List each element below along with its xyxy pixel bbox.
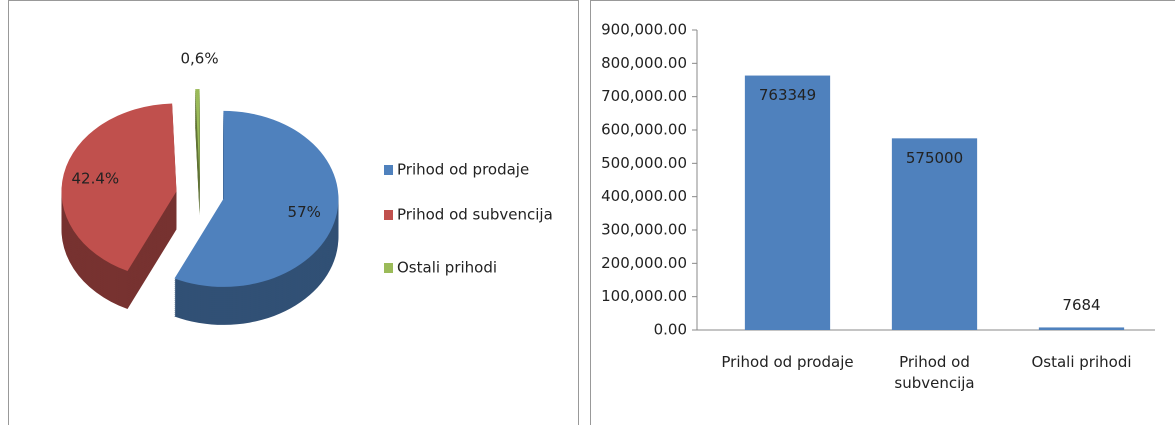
y-tick-label: 500,000.00: [601, 154, 687, 172]
legend-label: Prihod od prodaje: [397, 161, 529, 179]
pie-slice: [61, 103, 177, 272]
y-tick-label: 200,000.00: [601, 254, 687, 272]
y-tick-label: 700,000.00: [601, 87, 687, 105]
legend-swatch: [384, 210, 393, 220]
pie-slice: [195, 89, 200, 178]
x-tick-label: Ostali prihodi: [1031, 353, 1132, 371]
legend-label: Prihod od subvencija: [397, 206, 553, 224]
y-tick-label: 400,000.00: [601, 187, 687, 205]
y-tick-label: 100,000.00: [601, 287, 687, 305]
y-tick-label: 800,000.00: [601, 54, 687, 72]
y-tick-label: 600,000.00: [601, 121, 687, 139]
data-label: 0,6%: [180, 50, 218, 68]
bar: [891, 138, 978, 330]
legend-label: Ostali prihodi: [397, 259, 497, 277]
data-label: 7684: [1062, 296, 1100, 314]
x-tick-label: Prihod od prodaje: [721, 353, 854, 371]
pie-frame: [8, 0, 579, 425]
bar: [1038, 327, 1125, 330]
bar: [744, 75, 831, 331]
y-tick-label: 0.00: [654, 321, 687, 339]
data-label: 42.4%: [72, 169, 120, 187]
data-label: 575000: [906, 149, 963, 167]
legend-swatch: [384, 263, 393, 273]
pie-slice: [174, 110, 339, 287]
data-label: 763349: [759, 86, 816, 104]
bar-frame: [590, 0, 1175, 425]
legend-swatch: [384, 165, 393, 175]
data-label: 57%: [288, 203, 321, 221]
y-tick-label: 900,000.00: [601, 21, 687, 39]
x-tick-label: Prihod od subvencija: [894, 353, 975, 392]
y-tick-label: 300,000.00: [601, 221, 687, 239]
